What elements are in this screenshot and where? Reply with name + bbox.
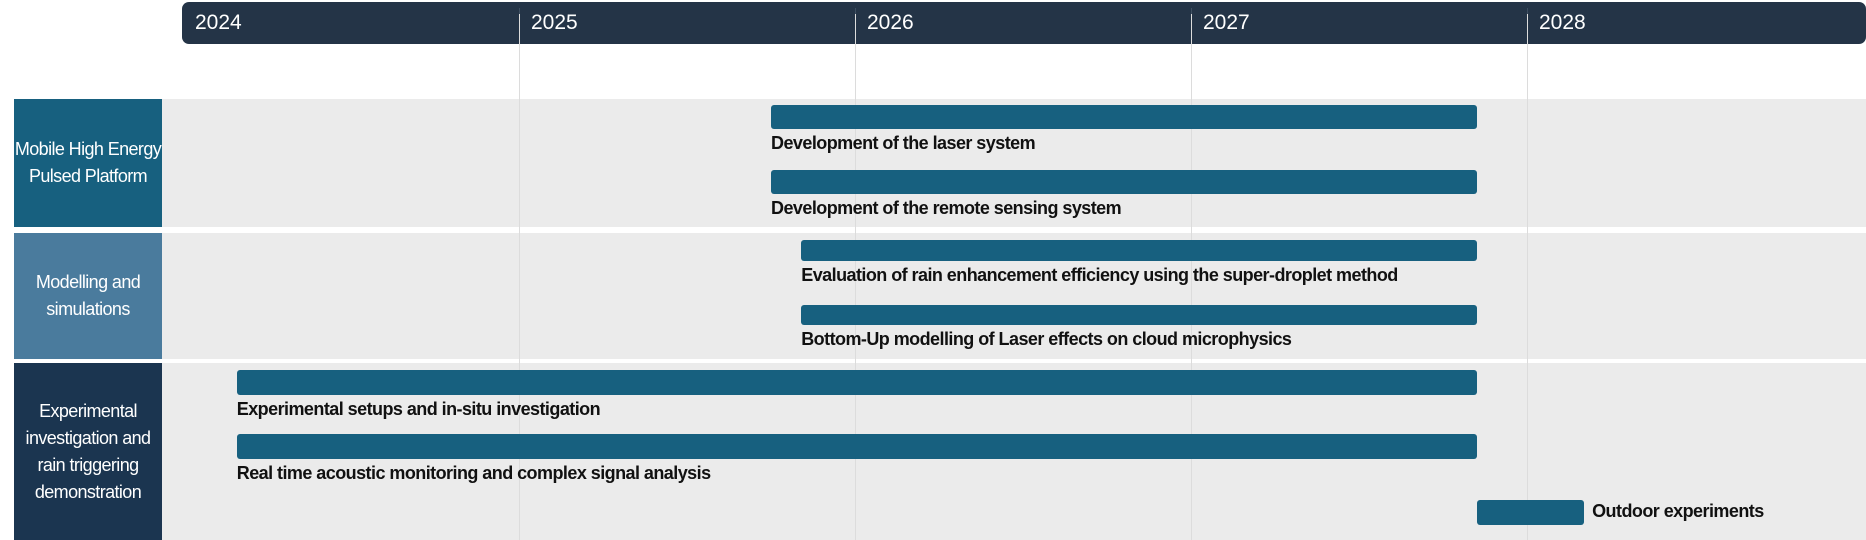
task-label: Development of the laser system <box>771 133 1036 153</box>
year-label: 2028 <box>1539 11 1586 34</box>
task-label: Development of the remote sensing system <box>771 198 1122 218</box>
group-label-text: Experimental investigation and rain trig… <box>25 400 152 502</box>
group-label: Modelling and simulations <box>14 233 162 359</box>
timeline-header: 2024 2025 2026 2027 2028 <box>182 2 1866 44</box>
task-label: Experimental setups and in-situ investig… <box>236 399 601 419</box>
task-label: Real time acoustic monitoring and comple… <box>236 463 711 483</box>
task-bar[interactable] <box>236 370 1477 395</box>
task-bar[interactable] <box>771 105 1477 129</box>
task-bar[interactable] <box>1476 500 1585 525</box>
group-label-text: Mobile High Energy Pulsed Platform <box>14 139 162 186</box>
task-label: Outdoor experiments <box>1592 501 1764 521</box>
year-gridline <box>855 14 856 540</box>
year-label: 2024 <box>195 11 242 34</box>
task-label: Evaluation of rain enhancement efficienc… <box>801 265 1398 285</box>
year-gridline <box>1527 14 1528 540</box>
task-label: Bottom-Up modelling of Laser effects on … <box>801 329 1292 349</box>
group-label-text: Modelling and simulations <box>35 272 141 319</box>
year-label: 2026 <box>867 11 914 34</box>
task-bar[interactable] <box>801 240 1477 261</box>
year-label: 2027 <box>1203 11 1250 34</box>
year-gridline <box>519 14 520 540</box>
group-label: Experimental investigation and rain trig… <box>14 363 162 540</box>
task-bar[interactable] <box>771 170 1477 194</box>
year-gridline <box>1191 14 1192 540</box>
task-bar[interactable] <box>801 305 1477 325</box>
task-bar[interactable] <box>236 434 1477 459</box>
group-label: Mobile High Energy Pulsed Platform <box>14 99 162 227</box>
year-label: 2025 <box>531 11 578 34</box>
